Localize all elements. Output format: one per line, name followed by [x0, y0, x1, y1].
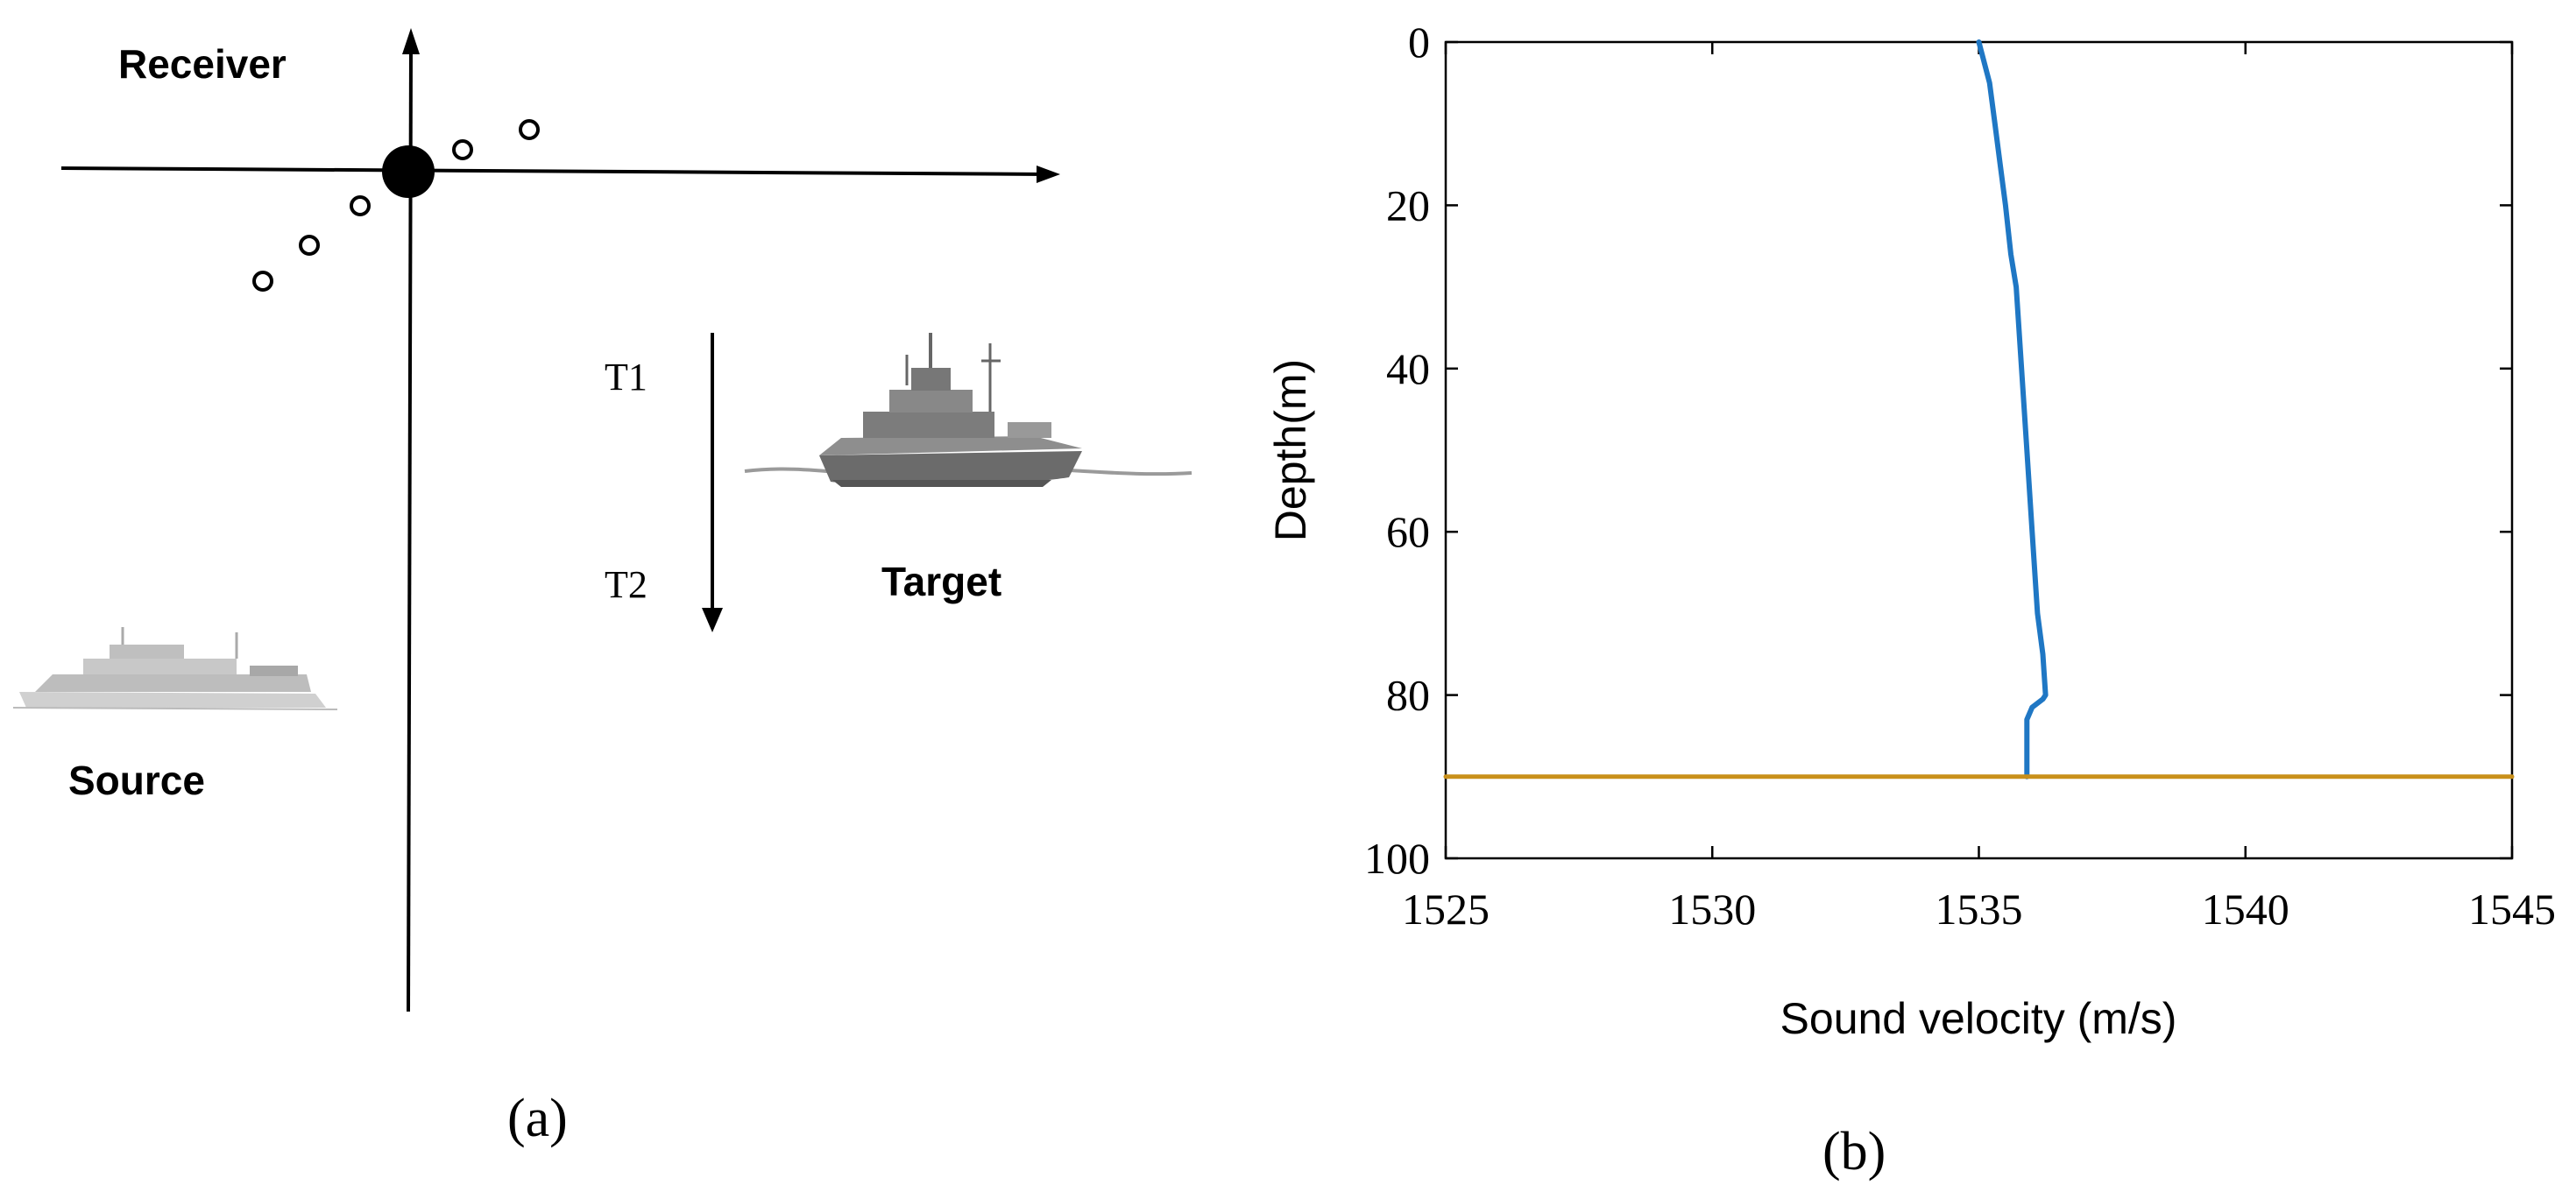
vertical-arrowhead-icon — [402, 28, 420, 54]
receiver-array — [252, 119, 540, 292]
y-tick-label: 60 — [1386, 507, 1430, 556]
series-layer — [1443, 39, 2515, 779]
array-element — [452, 139, 473, 160]
y-tick-label: 0 — [1408, 18, 1430, 67]
t2-label: T2 — [605, 563, 648, 606]
y-tick-label: 80 — [1386, 671, 1430, 720]
plot-frame — [1444, 40, 2514, 860]
horizontal-arrowhead-icon — [1037, 166, 1060, 183]
target-ship-icon — [744, 333, 1192, 487]
receiver-label: Receiver — [118, 41, 287, 87]
source-label: Source — [68, 758, 205, 803]
y-axis-label: Depth(m) — [1266, 359, 1315, 541]
array-element — [350, 195, 371, 216]
array-element — [519, 119, 540, 140]
array-element — [252, 271, 273, 292]
x-tick-label: 1525 — [1402, 885, 1490, 934]
panel-b-chart: 0 20 40 60 80 100 1525 1530 1535 1540 1545 Depth(… — [1266, 18, 2556, 1181]
x-axis-label: Sound velocity (m/s) — [1780, 994, 2177, 1043]
motion-arrowhead-icon — [702, 608, 723, 632]
array-element — [299, 235, 320, 256]
target-label: Target — [881, 559, 1001, 604]
schematic-horizontal-axis — [60, 166, 1048, 176]
x-tick-label: 1535 — [1936, 885, 2023, 934]
y-axis-ticks: 0 20 40 60 80 100 — [1364, 18, 2512, 883]
t1-label: T1 — [605, 356, 648, 399]
panel-b-caption: (b) — [1822, 1122, 1886, 1181]
schematic-vertical-axis — [407, 47, 413, 1012]
source-ship-icon — [12, 627, 338, 710]
panel-a-caption: (a) — [507, 1089, 568, 1148]
y-tick-label: 100 — [1364, 834, 1430, 883]
x-tick-label: 1530 — [1668, 885, 1756, 934]
x-axis-ticks: 1525 1530 1535 1540 1545 — [1402, 42, 2556, 934]
x-tick-label: 1545 — [2468, 885, 2556, 934]
sound-velocity-profile-line — [1976, 39, 2049, 779]
y-tick-label: 20 — [1386, 180, 1430, 229]
y-tick-label: 40 — [1386, 344, 1430, 393]
panel-a-schematic: Receiver T1 T2 Target — [12, 28, 1192, 1148]
receiver-marker — [382, 145, 435, 198]
x-tick-label: 1540 — [2202, 885, 2289, 934]
